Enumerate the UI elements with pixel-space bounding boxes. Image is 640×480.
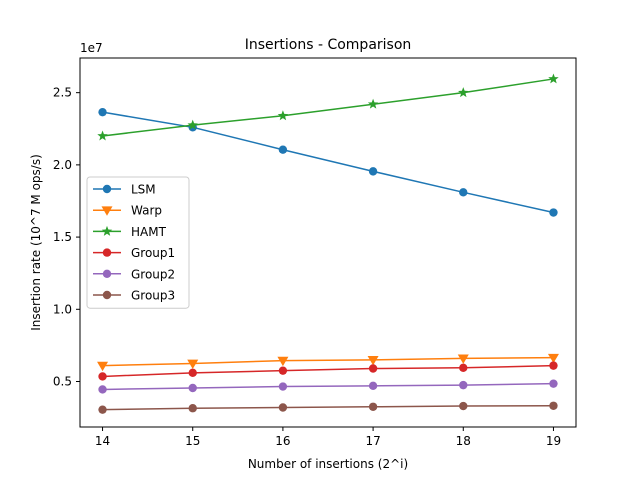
series-warp xyxy=(97,353,559,372)
y-tick-label: 2.0 xyxy=(53,158,72,172)
x-tick-label: 17 xyxy=(365,434,380,448)
data-point-hamt xyxy=(367,98,379,109)
data-point-group3 xyxy=(459,401,468,411)
data-point-warp xyxy=(367,355,379,366)
legend-label: Group1 xyxy=(131,246,175,260)
data-point-lsm xyxy=(459,188,468,197)
data-point-lsm xyxy=(368,167,378,176)
series-line-hamt xyxy=(102,78,554,137)
y-tick-label: 1.0 xyxy=(53,302,72,316)
data-point-group2 xyxy=(98,385,107,394)
data-point-warp xyxy=(547,353,559,364)
data-point-group3 xyxy=(549,401,558,410)
legend-label: Group2 xyxy=(131,267,175,281)
x-tick-label: 15 xyxy=(185,434,200,448)
legend-swatch-marker xyxy=(102,248,112,257)
data-point-group2 xyxy=(549,379,558,388)
legend-swatch-marker xyxy=(102,184,112,194)
data-point-warp xyxy=(187,359,199,369)
data-point-group1 xyxy=(188,368,197,378)
data-point-group2 xyxy=(188,383,197,393)
data-point-group1 xyxy=(98,372,107,381)
data-point-group2 xyxy=(459,380,468,390)
x-tick-label: 14 xyxy=(95,434,110,448)
data-point-group3 xyxy=(278,403,288,412)
series-line-group1 xyxy=(102,364,554,378)
data-point-lsm xyxy=(278,145,288,154)
series-lsm xyxy=(98,107,558,217)
data-point-lsm xyxy=(98,107,107,117)
data-point-warp xyxy=(277,356,289,367)
data-point-hamt xyxy=(187,119,198,130)
legend-label: Group3 xyxy=(131,289,175,303)
axes-frame xyxy=(79,57,577,428)
data-point-group3 xyxy=(188,404,197,413)
y-tick-label: 2.5 xyxy=(53,86,72,100)
legend-label: Warp xyxy=(131,204,162,218)
x-axis-label: Number of insertions (2^i) xyxy=(248,457,408,471)
legend-swatch-marker xyxy=(102,269,112,278)
series-group3 xyxy=(98,401,558,414)
legend-item-warp: Warp xyxy=(93,204,162,218)
legend: LSM Warp HAMT Group1 Group2 Group3 xyxy=(86,176,190,309)
data-point-hamt xyxy=(548,73,559,84)
data-point-hamt xyxy=(97,130,108,141)
legend-item-group3: Group3 xyxy=(93,289,175,303)
data-point-group1 xyxy=(459,363,468,372)
y-axis-offset-label: 1e7 xyxy=(80,41,103,55)
series-line-warp xyxy=(102,356,554,367)
legend-swatch-marker xyxy=(101,206,113,216)
x-axis-ticks: 14 15 16 17 18 19 xyxy=(95,427,561,448)
data-point-group1 xyxy=(368,364,378,373)
series-group1 xyxy=(98,361,558,381)
y-axis-label: Insertion rate (10^7 M ops/s) xyxy=(29,154,43,331)
series-line-group2 xyxy=(102,382,554,391)
y-tick-label: 0.5 xyxy=(53,375,72,389)
series-line-lsm xyxy=(102,111,554,214)
plot-area xyxy=(97,73,559,414)
series-line-group3 xyxy=(102,405,554,411)
legend-label: HAMT xyxy=(131,225,167,239)
legend-swatch-marker xyxy=(102,290,112,300)
data-point-group3 xyxy=(368,402,378,411)
legend-item-hamt: HAMT xyxy=(93,225,167,239)
legend-swatch-marker xyxy=(101,225,113,236)
data-point-group1 xyxy=(549,361,558,370)
data-point-warp xyxy=(457,354,469,364)
data-point-hamt xyxy=(458,87,469,98)
x-tick-label: 16 xyxy=(275,434,290,448)
y-axis-ticks: 0.5 1.0 1.5 2.0 2.5 xyxy=(53,86,80,389)
legend-item-group2: Group2 xyxy=(93,267,175,281)
chart-title: Insertions - Comparison xyxy=(245,37,412,53)
data-point-lsm xyxy=(549,208,558,217)
data-point-warp xyxy=(97,361,109,372)
data-point-group2 xyxy=(368,381,378,391)
legend-item-lsm: LSM xyxy=(93,183,156,197)
series-group2 xyxy=(98,379,558,394)
legend-item-group1: Group1 xyxy=(93,246,175,260)
y-tick-label: 1.5 xyxy=(53,230,72,244)
data-point-hamt xyxy=(277,110,289,121)
x-tick-label: 19 xyxy=(546,434,561,448)
data-point-group1 xyxy=(278,366,288,375)
x-tick-label: 18 xyxy=(456,434,471,448)
legend-label: LSM xyxy=(131,183,156,197)
series-hamt xyxy=(97,73,559,141)
data-point-group2 xyxy=(278,382,288,391)
data-point-group3 xyxy=(98,405,107,414)
